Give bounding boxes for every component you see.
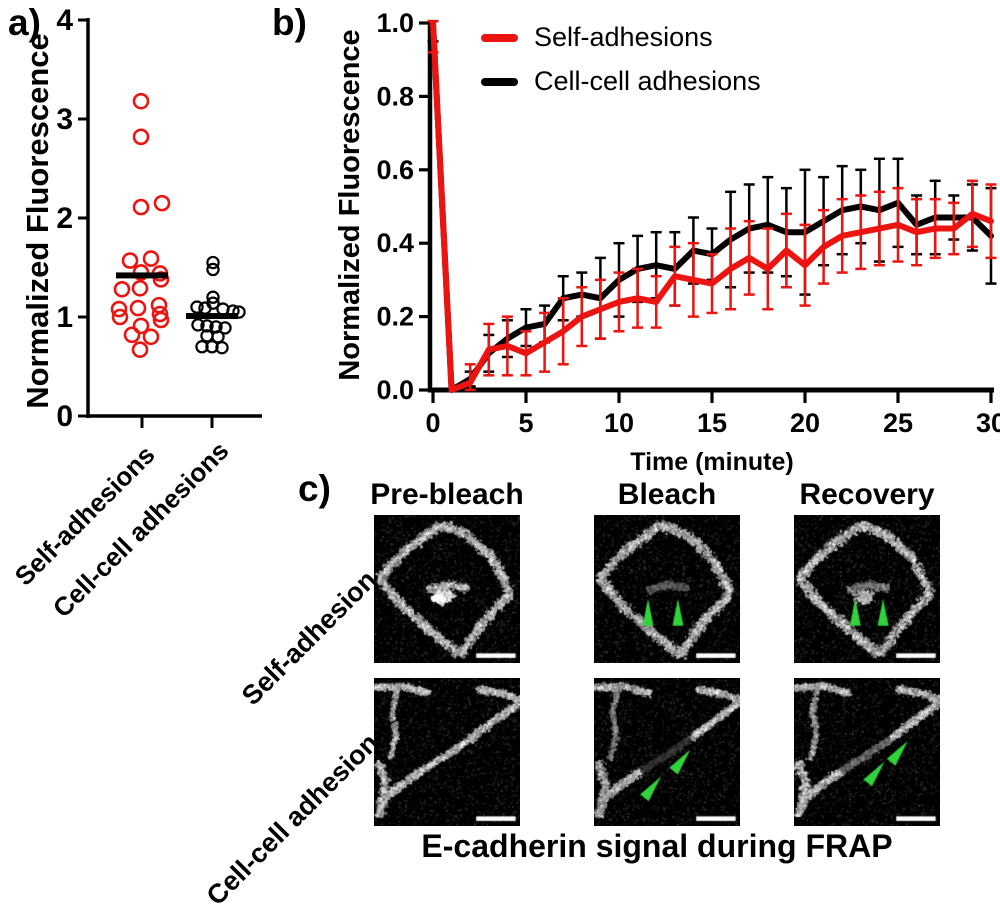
a-point-cellcell (191, 318, 205, 332)
a-y-tick-label: 1 (56, 301, 73, 334)
legend-swatch-cell-cell-adhesions (481, 77, 518, 86)
a-point-self (129, 299, 147, 317)
legend-label-self-adhesions: Self-adhesions (534, 22, 713, 52)
a-point-cellcell (206, 255, 220, 270)
a-point-cellcell (195, 340, 209, 354)
a-point-self (123, 326, 141, 344)
a-point-self (152, 271, 170, 288)
panel-b-legend: Self-adhesions Cell-cell adhesions (481, 20, 761, 99)
micrograph-self-adhesion-pre-bleach (374, 515, 520, 663)
b-y-tick-label: 0.2 (376, 302, 414, 332)
a-point-cellcell (190, 300, 204, 314)
panel-c-header-pre-bleach: Pre-bleach (370, 478, 524, 511)
micrograph-cell-cell-adhesion-pre-bleach (374, 678, 520, 826)
a-point-cellcell (218, 321, 232, 335)
b-x-tick-label: 30 (976, 408, 1000, 438)
legend-swatch-self-adhesions (481, 33, 518, 42)
b-x-tick-label: 20 (790, 408, 820, 438)
a-mean-bar-cellcell (186, 313, 238, 320)
a-point-self (153, 194, 171, 212)
b-y-tick-label: 0.0 (376, 375, 414, 405)
b-x-tick-label: 10 (604, 408, 634, 438)
a-point-self (132, 92, 150, 110)
micrograph-self-adhesion-bleach (594, 515, 740, 663)
panel-c-header-recovery: Recovery (799, 478, 935, 511)
a-point-cellcell (232, 305, 246, 319)
micrograph-cell-cell-adhesion-bleach (594, 678, 740, 826)
a-y-tick-label: 0 (56, 400, 73, 433)
a-y-tick-label: 4 (56, 4, 73, 37)
a-point-self (131, 341, 149, 358)
a-point-cellcell (206, 290, 220, 304)
a-point-self (132, 317, 150, 335)
a-y-tick-label: 2 (56, 202, 73, 235)
b-y-tick-label: 1.0 (376, 8, 414, 38)
a-point-self (152, 311, 170, 329)
b-x-tick-label: 25 (883, 408, 913, 438)
a-point-self (111, 308, 129, 326)
panel-a-letter: a) (8, 2, 41, 43)
b-x-tick-label: 5 (518, 408, 533, 438)
b-y-tick-label: 0.4 (376, 228, 414, 258)
a-point-self (132, 198, 150, 216)
panel-b-letter: b) (272, 2, 307, 43)
legend-label-cell-cell-adhesions: Cell-cell adhesions (534, 66, 761, 96)
legend-row-cell-cell-adhesions: Cell-cell adhesions (481, 64, 761, 99)
b-x-tick-label: 15 (697, 408, 727, 438)
a-point-cellcell (215, 340, 229, 355)
panel-c-letter: c) (298, 468, 331, 509)
a-point-self (131, 279, 149, 297)
b-y-tick-label: 0.6 (376, 155, 414, 185)
legend-row-self-adhesions: Self-adhesions (481, 20, 761, 55)
a-y-tick-label: 3 (56, 103, 73, 136)
a-point-self (113, 280, 131, 298)
a-mean-bar-self (116, 272, 168, 279)
b-x-tick-label: 0 (425, 408, 440, 438)
a-point-cellcell (200, 319, 214, 333)
a-point-self (110, 300, 128, 318)
b-series-line-self (430, 20, 994, 393)
a-point-cellcell (206, 262, 220, 277)
a-point-self (142, 250, 160, 267)
a-point-self (132, 128, 150, 146)
micrograph-cell-cell-adhesion-recovery (794, 678, 940, 826)
panel-b-x-axis-label: Time (minute) (630, 448, 794, 476)
a-point-self (151, 305, 169, 323)
panel-c-header-bleach: Bleach (617, 478, 717, 511)
a-point-self (121, 252, 139, 269)
a-point-self (142, 328, 160, 346)
panel-c-caption: E-cadherin signal during FRAP (421, 828, 893, 864)
micrograph-self-adhesion-recovery (794, 515, 940, 663)
b-y-tick-label: 0.8 (376, 81, 414, 111)
